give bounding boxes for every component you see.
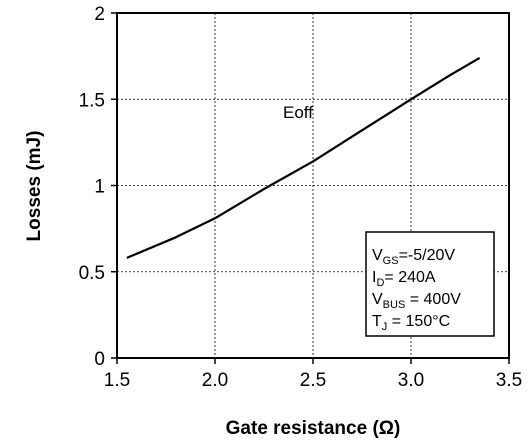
x-tick-label: 2.0 [202, 370, 228, 391]
series-layer [126, 56, 481, 259]
x-tick-label: 1.5 [104, 370, 130, 391]
plot-frame [116, 12, 510, 359]
grid-lines [117, 13, 509, 358]
y-tick-label: 1 [94, 177, 105, 198]
x-tick-label: 3.0 [398, 370, 424, 391]
condition-vbus: VBUS = 400V [372, 291, 461, 311]
tick-labels: 1.5 2.0 2.5 3.0 3.5 0 0.5 1 1.5 2 [79, 4, 523, 391]
conditions-box-frame [365, 231, 495, 337]
y-tick-label: 2 [94, 4, 105, 25]
y-axis-label: Losses (mJ) [24, 131, 45, 242]
series-label-eoff: Eoff [283, 103, 313, 122]
condition-id: ID= 240A [372, 269, 436, 289]
y-tick-label: 0.5 [79, 263, 105, 284]
y-tick-label: 1.5 [79, 90, 105, 111]
conditions-box: VGS=-5/20V ID= 240A VBUS = 400V TJ = 150… [365, 231, 495, 337]
x-axis-label: Gate resistance (Ω) [226, 418, 401, 439]
y-tick-label: 0 [94, 349, 105, 370]
series-line-eoff [126, 56, 481, 259]
condition-vgs: VGS=-5/20V [372, 247, 455, 267]
condition-tj: TJ = 150°C [372, 313, 450, 333]
x-tick-label: 2.5 [300, 370, 326, 391]
x-tick-label: 3.5 [496, 370, 522, 391]
